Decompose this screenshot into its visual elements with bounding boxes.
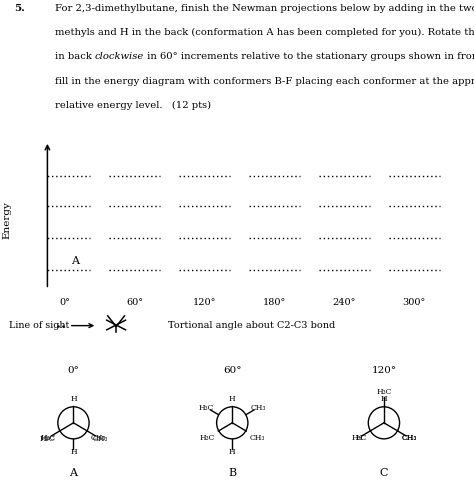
Text: H₃C: H₃C bbox=[199, 403, 214, 412]
Text: clockwise: clockwise bbox=[94, 52, 144, 62]
Text: H₃C: H₃C bbox=[351, 434, 366, 442]
Text: H₃C: H₃C bbox=[41, 434, 56, 442]
Text: 60°: 60° bbox=[126, 297, 143, 307]
Text: A: A bbox=[70, 468, 77, 478]
Text: H: H bbox=[229, 395, 236, 403]
Text: H: H bbox=[70, 449, 77, 456]
Text: 5.: 5. bbox=[14, 4, 25, 13]
Text: C: C bbox=[380, 468, 388, 478]
Text: Tortional angle about C2-C3 bond: Tortional angle about C2-C3 bond bbox=[168, 321, 335, 330]
Text: CH₃: CH₃ bbox=[91, 434, 106, 442]
Text: H₃C: H₃C bbox=[39, 434, 55, 443]
Text: 0°: 0° bbox=[59, 297, 70, 307]
Text: 300°: 300° bbox=[402, 297, 426, 307]
Text: fill in the energy diagram with conformers B-F placing each conformer at the app: fill in the energy diagram with conforme… bbox=[55, 77, 474, 86]
Text: 120°: 120° bbox=[193, 297, 216, 307]
Text: For 2,3-dimethylbutane, finish the Newman projections below by adding in the two: For 2,3-dimethylbutane, finish the Newma… bbox=[55, 4, 474, 13]
Text: CH₃: CH₃ bbox=[92, 434, 108, 443]
Text: relative energy level.   (12 pts): relative energy level. (12 pts) bbox=[55, 101, 210, 110]
Text: H: H bbox=[70, 395, 77, 403]
Text: Energy: Energy bbox=[2, 201, 11, 239]
Text: H: H bbox=[356, 434, 362, 442]
Text: 120°: 120° bbox=[371, 366, 397, 375]
Text: in back: in back bbox=[55, 52, 94, 62]
Text: 240°: 240° bbox=[333, 297, 356, 307]
Text: 60°: 60° bbox=[223, 366, 242, 375]
Text: CH₃: CH₃ bbox=[402, 434, 418, 442]
Text: H₃C: H₃C bbox=[376, 388, 392, 396]
Text: methyls and H in the back (conformation A has been completed for you). Rotate th: methyls and H in the back (conformation … bbox=[55, 28, 474, 37]
Text: H: H bbox=[381, 395, 387, 403]
Text: Line of sight: Line of sight bbox=[9, 321, 69, 330]
Text: 0°: 0° bbox=[67, 366, 80, 375]
Text: H₃C: H₃C bbox=[200, 434, 215, 442]
Text: B: B bbox=[228, 468, 237, 478]
Text: in 60° increments relative to the stationary groups shown in front. Next,: in 60° increments relative to the statio… bbox=[144, 52, 474, 62]
Text: CH₃: CH₃ bbox=[250, 434, 265, 442]
Text: H: H bbox=[229, 449, 236, 456]
Text: A: A bbox=[71, 256, 79, 266]
Text: CH₃: CH₃ bbox=[250, 403, 266, 412]
Text: CH₃: CH₃ bbox=[401, 434, 417, 442]
Text: 180°: 180° bbox=[263, 297, 286, 307]
